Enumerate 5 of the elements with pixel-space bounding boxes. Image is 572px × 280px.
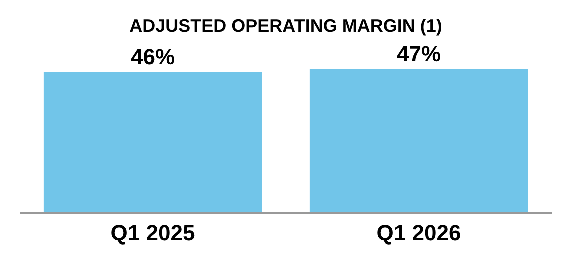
x-tick-label: Q1 2025: [110, 220, 196, 246]
chart-title: ADJUSTED OPERATING MARGIN (1): [130, 16, 442, 36]
x-tick-label: Q1 2026: [376, 220, 462, 246]
data-label: 47%: [396, 42, 442, 66]
data-label: 46%: [130, 44, 176, 70]
